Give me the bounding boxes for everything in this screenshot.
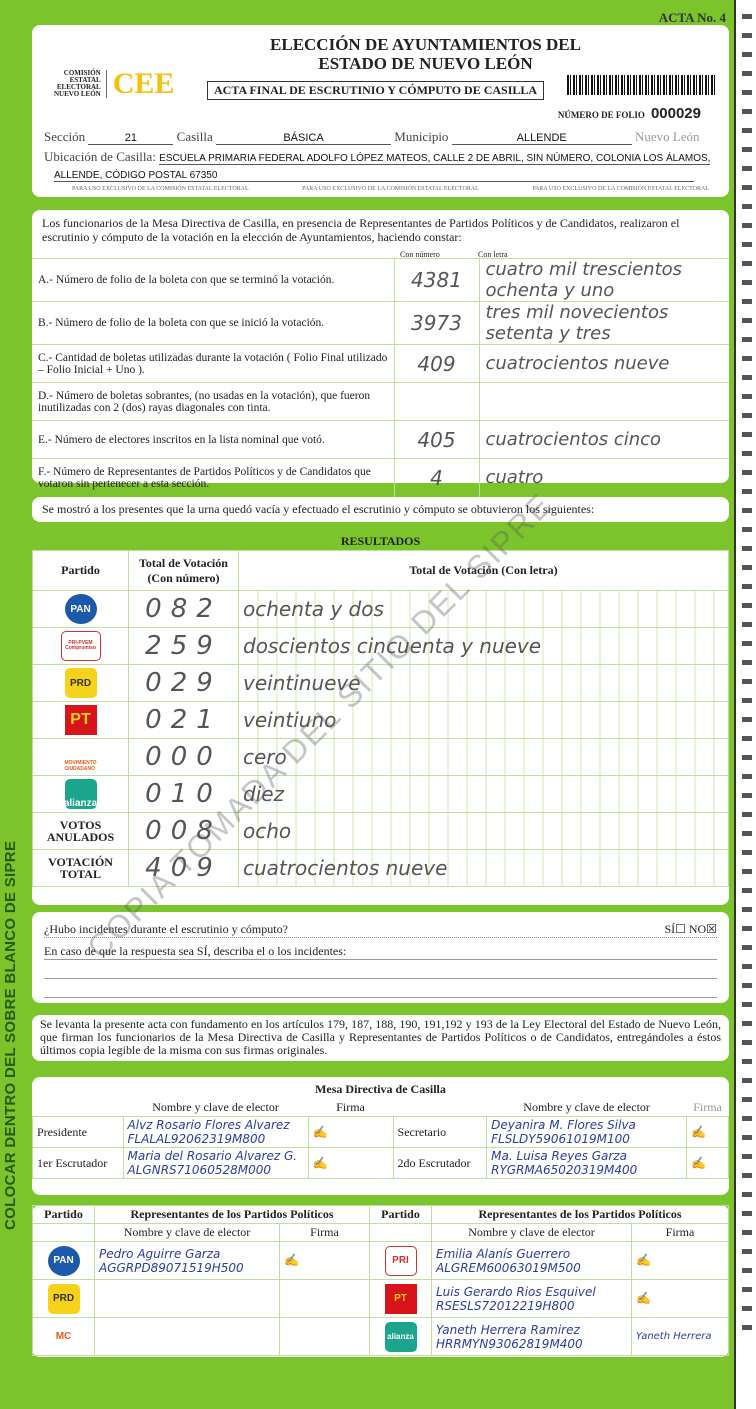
presidente-row: Presidente Alvz Rosario Flores Alvarez FLA… [32,1116,729,1148]
signature: ✍ [631,1279,729,1318]
rep-row: MC alianza Yaneth Herrera Ramirez HRRMYN930… [32,1317,729,1356]
legal-text: Se levanta la presente acta con fundamen… [32,1015,729,1061]
result-row-pri: PRI-PVEM Compromiso 259 doscientos cincuen… [32,627,729,665]
rep-row: PAN Pedro Aguirre Garza AGGRPD89071519H500… [32,1241,729,1280]
side-instruction: COLOCAR DENTRO DEL SOBRE BLANCO DE SIPRE [2,840,19,1230]
cee-logo: COMISIÓN ESTATAL ELECTORAL NUEVO LEÓN CEE [54,67,175,100]
prd-logo: PRD [47,1283,80,1314]
resultados-table: Partido Total de Votación (Con número) Tot… [32,550,729,887]
folio-number: NÚMERO DE FOLIO 000029 [557,105,701,122]
movimiento-ciudadano-logo: MOVIMIENTO CIUDADANO [64,742,97,772]
pri-pvem-compromiso-logo: PRI-PVEM Compromiso [60,631,101,661]
result-row-mc: MOVIMIENTO CIUDADANO 000 cero [32,738,729,776]
ubicacion-row: Ubicación de Casilla: ESCUELA PRIMARIA F… [44,149,711,165]
pt-logo: PT [64,705,97,735]
intro-text: Los funcionarios de la Mesa Directiva de… [42,216,680,244]
item-d: D.- Número de boletas sobrantes, (no usa… [32,382,729,421]
result-row-anulados: VOTOS ANULADOS 008 ocho [32,812,729,850]
urna-statement: Se mostró a los presentes que la urna qu… [32,497,729,522]
incidentes-panel: ¿Hubo incidentes durante el escrutinio y… [32,912,729,1003]
result-row-pan: PAN 082 ochenta y dos [32,590,729,628]
pan-logo: PAN [64,594,97,624]
prd-logo: PRD [64,668,97,698]
no-checkbox-checked[interactable]: ☒ [706,922,717,936]
result-row-pt: PT 021 veintiuno [32,701,729,739]
item-f: F.- Número de Representantes de Partidos… [32,458,729,497]
resultados-title: RESULTADOS [32,532,729,550]
pri-logo: PRI [384,1245,417,1276]
item-c: C.- Cantidad de boletas utilizadas duran… [32,344,729,383]
barcode [567,75,715,95]
representantes-panel: Partido Representantes de los Partidos Po… [32,1205,729,1357]
resultados-panel: RESULTADOS Partido Total de Votación (Con… [32,532,729,905]
alianza-logo: alianza [384,1321,417,1352]
signature: ✍ [631,1241,729,1280]
conteo-panel: Los funcionarios de la Mesa Directiva de… [32,210,729,497]
item-a: A.- Número de folio de la boleta con que… [32,258,729,302]
movimiento-ciudadano-logo: MC [47,1321,80,1352]
conteo-table: A.- Número de folio de la boleta con que… [32,258,729,497]
signature: Yaneth Herrera [631,1317,729,1356]
rep-row: PRD PT Luis Gerardo Rios Esquivel RSESLS720… [32,1279,729,1318]
header-panel: ELECCIÓN DE AYUNTAMIENTOS DEL ESTADO DE N… [32,25,729,197]
pan-logo: PAN [47,1245,80,1276]
result-row-total: VOTACIÓN TOTAL 409 cuatrocientos nueve [32,849,729,887]
signature: ✍ [279,1241,370,1280]
signature: ✍ [307,1147,394,1179]
acta-number: ACTA No. 4 [658,10,726,25]
acta-subtitle: ACTA FINAL DE ESCRUTINIO Y CÓMPUTO DE CA… [207,81,545,100]
item-b: B.- Número de folio de la boleta con que… [32,301,729,345]
alianza-logo: alianza [64,779,97,809]
seccion-row: Sección 21 Casilla BÁSICA Municipio ALLE… [44,129,700,145]
escrutador-row: 1er Escrutador Maria del Rosario Alvarez … [32,1147,729,1179]
signature: ✍ [686,1147,729,1179]
signature: ✍ [686,1116,729,1148]
document-title: ELECCIÓN DE AYUNTAMIENTOS DEL ESTADO DE N… [270,35,581,73]
result-row-alianza: alianza 010 diez [32,775,729,813]
mesa-directiva-panel: Mesa Directiva de Casilla Nombre y clave… [32,1077,729,1195]
item-e: E.- Número de electores inscritos en la … [32,420,729,459]
perforation-strip [734,0,756,1409]
pt-logo: PT [384,1283,417,1314]
signature: ✍ [307,1116,394,1148]
